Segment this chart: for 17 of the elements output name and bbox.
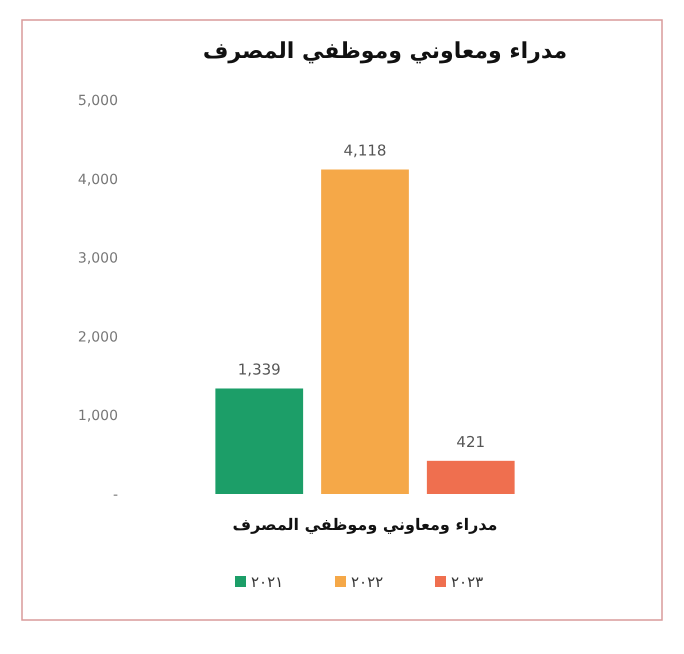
chart-title: مدراء ومعاوني وموظفي المصرف xyxy=(202,39,568,64)
data-label: 1,339 xyxy=(238,360,281,378)
y-tick-label: - xyxy=(112,487,118,503)
y-tick-label: 2,000 xyxy=(78,329,118,346)
data-label: 4,118 xyxy=(344,142,386,160)
bar xyxy=(321,170,409,494)
legend-label: ٢٠٢١ xyxy=(251,573,284,591)
legend-label: ٢٠٢٢ xyxy=(351,573,384,591)
y-tick-label: 1,000 xyxy=(78,408,118,424)
data-label: 421 xyxy=(456,432,486,451)
legend-label: ٢٠٢٣ xyxy=(451,573,484,591)
y-tick-label: 4,000 xyxy=(78,172,118,188)
y-tick-label: 5,000 xyxy=(78,93,118,109)
bar xyxy=(215,388,304,494)
y-tick-label: 3,000 xyxy=(78,250,118,267)
bar xyxy=(426,460,515,494)
x-axis-title: مدراء ومعاوني وموظفي المصرف xyxy=(232,515,498,534)
